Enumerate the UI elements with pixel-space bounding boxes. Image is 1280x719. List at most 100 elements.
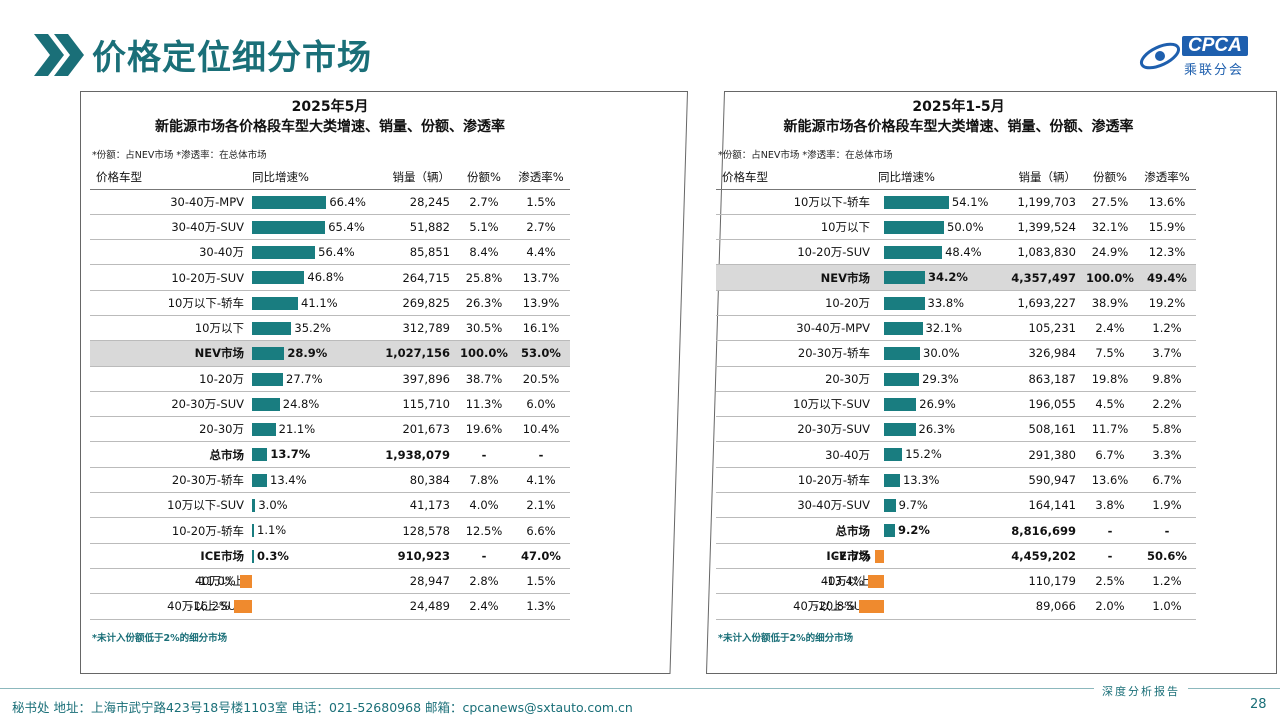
cell-penetration: 3.3% <box>1138 441 1196 468</box>
cell-segment-name: 20-30万 <box>90 416 252 443</box>
growth-label: 27.7% <box>286 371 323 386</box>
table-row: 10-20万-轿车 1.1% 128,578 12.5% 6.6% <box>90 517 570 544</box>
cell-sales: 508,161 <box>1006 416 1082 443</box>
col-header-name: 价格车型 <box>90 165 252 190</box>
growth-label: 29.3% <box>922 371 959 386</box>
cell-growth: 0.3% <box>252 543 380 569</box>
cell-sales: 115,710 <box>380 391 456 418</box>
cell-penetration: - <box>512 441 570 468</box>
cell-growth: 41.1% <box>252 290 380 316</box>
cell-share: - <box>1082 517 1138 544</box>
cell-growth: 33.8% <box>878 290 1006 316</box>
table-row: 30-40万-MPV 32.1% 105,231 2.4% 1.2% <box>716 315 1196 342</box>
cell-segment-name: 10万以下-SUV <box>716 391 878 418</box>
growth-label: 34.2% <box>928 270 968 285</box>
cell-growth: 21.1% <box>252 416 380 443</box>
growth-bar <box>884 271 926 285</box>
cell-growth: 32.1% <box>878 315 1006 342</box>
growth-label: 9.7% <box>898 498 928 513</box>
growth-bar <box>867 574 884 588</box>
panel-title-desc: 新能源市场各价格段车型大类增速、销量、份额、渗透率 <box>783 119 1134 135</box>
table-row: 10万以下 35.2% 312,789 30.5% 16.1% <box>90 315 570 342</box>
cell-sales: 196,055 <box>1006 391 1082 418</box>
growth-label: 15.2% <box>905 447 942 462</box>
cell-segment-name: 10万以下 <box>90 315 252 342</box>
growth-label: 56.4% <box>318 245 355 260</box>
growth-label: 28.9% <box>287 346 328 361</box>
table-row: 30-40万-SUV 9.7% 164,141 3.8% 1.9% <box>716 492 1196 519</box>
growth-bar <box>884 321 923 335</box>
cell-share: 4.5% <box>1082 391 1138 418</box>
cell-segment-name: 20-30万-SUV <box>90 391 252 418</box>
growth-label: 65.4% <box>328 219 365 234</box>
growth-bar <box>252 524 254 538</box>
cell-share: 30.5% <box>456 315 512 342</box>
growth-bar <box>252 195 327 209</box>
table-row: 20-30万-SUV 24.8% 115,710 11.3% 6.0% <box>90 391 570 418</box>
cell-segment-name: 40万以上 <box>716 568 878 595</box>
table-row: ICE市场 -7.7% 4,459,202-50.6% <box>716 543 1196 569</box>
growth-label: 13.3% <box>902 472 940 487</box>
panel-title: 2025年1-5月 新能源市场各价格段车型大类增速、销量、份额、渗透率 <box>706 97 1211 137</box>
table-row: 20-30万 29.3% 863,187 19.8% 9.8% <box>716 366 1196 392</box>
growth-label: 32.1% <box>925 320 963 335</box>
panel-title-period: 2025年5月 <box>291 99 369 115</box>
growth-bar <box>252 372 284 386</box>
growth-bar <box>884 220 944 234</box>
cell-growth: 27.7% <box>252 366 380 392</box>
cell-growth: 13.7% <box>252 441 380 468</box>
growth-bar <box>884 473 900 487</box>
growth-bar <box>859 600 884 614</box>
cell-share: 2.0% <box>1082 593 1138 620</box>
cell-growth: 3.0% <box>252 492 380 519</box>
cell-penetration: 1.5% <box>512 568 570 595</box>
cell-growth: 28.9% <box>252 340 380 367</box>
brand-cn: 乘联分会 <box>1184 63 1245 78</box>
cell-share: 13.6% <box>1082 467 1138 494</box>
table-row: 30-40万-SUV 65.4% 51,882 5.1% 2.7% <box>90 214 570 241</box>
growth-label: 30.0% <box>923 346 960 361</box>
cell-growth: 66.4% <box>252 189 380 215</box>
cell-segment-name: 10万以下-轿车 <box>90 290 252 316</box>
cell-growth: 13.3% <box>878 467 1006 494</box>
panel-title-period: 2025年1-5月 <box>912 99 1005 115</box>
cell-penetration: 2.2% <box>1138 391 1196 418</box>
cell-penetration: 15.9% <box>1138 214 1196 241</box>
growth-label: 41.1% <box>301 295 338 310</box>
cell-growth: -7.7% <box>834 543 1006 569</box>
cell-segment-name: 20-30万-轿车 <box>90 467 252 494</box>
table-row: 10万以下-SUV 26.9% 196,055 4.5% 2.2% <box>716 391 1196 418</box>
table-row: 10-20万-轿车 13.3% 590,947 13.6% 6.7% <box>716 467 1196 494</box>
cell-penetration: 19.2% <box>1138 290 1196 316</box>
cell-penetration: 2.7% <box>512 214 570 241</box>
cell-share: 38.7% <box>456 366 512 392</box>
growth-label: 46.8% <box>307 270 344 285</box>
cell-segment-name: 10-20万-SUV <box>716 239 878 266</box>
growth-label: 21.1% <box>278 422 316 437</box>
table-row: 10-20万-SUV 46.8% 264,715 25.8% 13.7% <box>90 264 570 291</box>
growth-label: 0.3% <box>257 548 289 563</box>
cell-growth: 9.2% <box>878 517 1006 544</box>
table-row: 40万以上-SUV -16.2% 24,489 2.4% 1.3% <box>90 593 570 620</box>
cell-segment-name: 30-40万-MPV <box>90 189 252 215</box>
panel-footnote: *未计入份额低于2%的细分市场 <box>92 633 228 644</box>
cell-penetration: 49.4% <box>1138 264 1196 291</box>
cell-growth: 56.4% <box>252 239 380 266</box>
cell-share: 2.4% <box>456 593 512 620</box>
cell-sales: 51,882 <box>380 214 456 241</box>
col-header-sales: 销量（辆） <box>380 165 456 190</box>
cell-growth: 29.3% <box>878 366 1006 392</box>
panel-note: *份额：占NEV市场 *渗透率：在总体市场 <box>718 150 893 161</box>
cell-growth: 26.3% <box>878 416 1006 443</box>
cell-segment-name: 40万以上-SUV <box>90 593 252 620</box>
cell-sales: 863,187 <box>1006 366 1082 392</box>
growth-label: 33.8% <box>927 295 965 310</box>
growth-label: -11.0% <box>195 573 236 588</box>
cell-segment-name: 30-40万-SUV <box>90 214 252 241</box>
growth-bar <box>884 372 920 386</box>
growth-bar <box>884 246 943 260</box>
cell-growth: -16.2% <box>189 593 380 620</box>
table-row: 20-30万-轿车 13.4% 80,384 7.8% 4.1% <box>90 467 570 494</box>
growth-bar <box>884 347 920 361</box>
col-header-growth: 同比增速% <box>878 165 1006 190</box>
